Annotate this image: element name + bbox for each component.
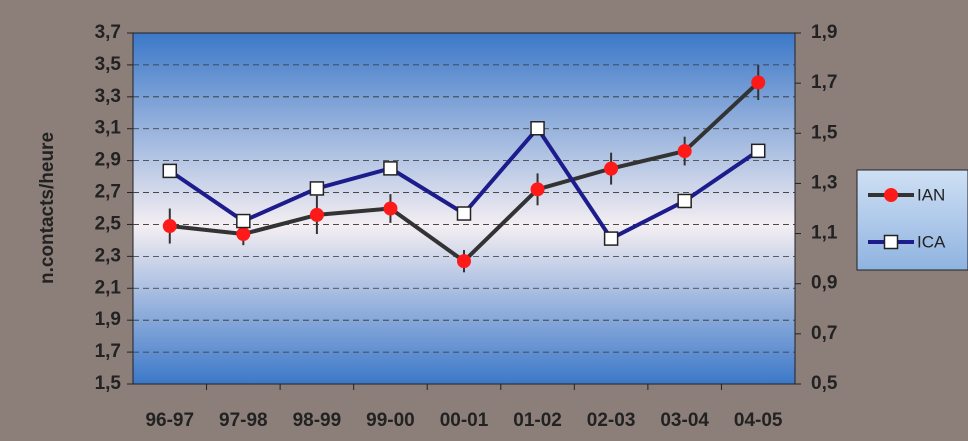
legend-marker (884, 188, 898, 202)
y-tick-label: 2,5 (95, 213, 122, 234)
y2-tick-label: 0,9 (811, 273, 837, 294)
y2-tick-label: 0,7 (811, 323, 837, 344)
data-point (309, 207, 324, 222)
x-tick-label: 02-03 (587, 410, 636, 431)
data-point (677, 144, 692, 159)
y-tick-label: 3,1 (95, 118, 122, 139)
y-tick-label: 3,3 (95, 86, 121, 107)
y-tick-label: 1,5 (95, 373, 122, 394)
x-tick-label: 03-04 (660, 410, 709, 431)
y2-tick-label: 1,5 (811, 122, 838, 143)
y-tick-label: 3,5 (95, 54, 122, 75)
data-point (603, 231, 619, 246)
data-point (604, 161, 619, 176)
y-axis-label: n.contacts/heure (37, 132, 58, 284)
y-tick-label: 3,7 (95, 22, 121, 43)
x-tick-label: 98-99 (293, 410, 342, 431)
y2-tick-label: 0,5 (811, 373, 838, 394)
data-point (383, 201, 398, 216)
y2-tick-label: 1,1 (811, 223, 838, 244)
x-tick-label: 97-98 (219, 410, 268, 431)
legend (856, 169, 968, 271)
legend-label: ICA (917, 232, 946, 251)
x-tick-label: 00-01 (440, 410, 489, 431)
data-point (456, 206, 472, 221)
x-tick-label: 04-05 (734, 410, 783, 431)
y-tick-label: 2,3 (95, 245, 121, 266)
x-tick-label: 99-00 (366, 410, 415, 431)
y-tick-label: 2,9 (95, 150, 121, 171)
data-point (162, 163, 178, 179)
y2-tick-label: 1,7 (811, 72, 837, 93)
legend-marker (883, 234, 899, 250)
data-point (750, 143, 766, 159)
y2-tick-label: 1,3 (811, 172, 837, 193)
y-tick-label: 2,1 (95, 277, 122, 298)
data-point (751, 75, 766, 90)
data-point (383, 161, 398, 176)
y-tick-label: 1,7 (95, 341, 121, 362)
data-point (309, 181, 325, 196)
y2-tick-label: 1,9 (811, 22, 837, 43)
y-tick-label: 1,9 (95, 309, 121, 330)
data-point (457, 254, 471, 269)
data-point (236, 213, 251, 229)
x-tick-label: 01-02 (513, 410, 562, 431)
data-point (677, 193, 692, 209)
x-tick-label: 96-97 (145, 410, 194, 431)
legend-label: IAN (917, 185, 945, 204)
data-point (162, 219, 177, 234)
y-tick-label: 2,7 (95, 182, 121, 203)
data-point (236, 227, 251, 242)
data-point (530, 121, 545, 136)
data-point (530, 182, 545, 197)
